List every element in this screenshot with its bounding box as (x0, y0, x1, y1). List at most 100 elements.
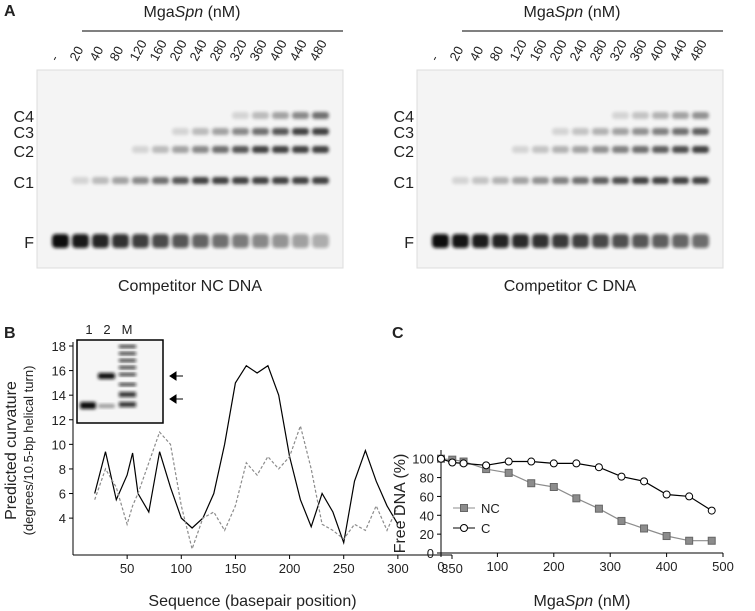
lane-label: 20 (66, 44, 86, 64)
band (552, 128, 569, 135)
marker (504, 457, 513, 466)
x-tick-label: 100 (487, 559, 509, 574)
x-tick-label: 400 (656, 559, 678, 574)
gel-caption: Competitor NC DNA (118, 278, 262, 295)
band (632, 146, 649, 153)
lane-label: 320 (606, 37, 629, 63)
band (212, 146, 229, 153)
band (112, 177, 129, 184)
lane-label: 400 (266, 37, 289, 63)
lane-label: 280 (206, 37, 229, 63)
band (552, 234, 569, 248)
band (212, 128, 229, 135)
band (552, 177, 569, 184)
band (612, 128, 629, 135)
marker (459, 459, 468, 468)
band (572, 234, 589, 248)
band (232, 146, 249, 153)
band (232, 177, 249, 184)
band (272, 128, 289, 135)
x-axis-label-part: (nM) (593, 593, 630, 610)
marker (527, 457, 536, 466)
x-tick-label: 0 (437, 559, 444, 574)
band (592, 146, 609, 153)
gel-caption: Competitor C DNA (504, 278, 637, 295)
band (612, 177, 629, 184)
band (92, 177, 109, 184)
y-tick-label: 14 (52, 388, 66, 403)
band (119, 352, 136, 355)
band (652, 146, 669, 153)
x-tick-label: 350 (441, 561, 463, 576)
band (252, 177, 269, 184)
band (252, 234, 269, 248)
marker (572, 494, 581, 503)
panel-label: A (4, 3, 16, 20)
y-tick-label: 40 (420, 508, 434, 523)
band (192, 177, 209, 184)
marker (482, 461, 491, 470)
lane-label: 480 (306, 37, 329, 63)
band (119, 359, 136, 362)
marker (707, 536, 716, 545)
series-line (94, 423, 399, 551)
band (312, 177, 329, 184)
band (592, 177, 609, 184)
band (532, 234, 549, 248)
band (192, 146, 209, 153)
marker (685, 492, 694, 501)
inset-lane-label: 1 (85, 322, 92, 337)
band (612, 146, 629, 153)
x-axis-label-part: Spn (565, 593, 594, 610)
band (692, 234, 709, 248)
x-tick-label: 200 (543, 559, 565, 574)
lane-label: 320 (226, 37, 249, 63)
lane-label: 120 (506, 37, 529, 63)
marker (594, 463, 603, 472)
marker (617, 472, 626, 481)
band (692, 146, 709, 153)
inset-lane-label: M (122, 322, 133, 337)
band (512, 146, 529, 153)
lane-label: 360 (626, 37, 649, 63)
lane-label: 240 (186, 37, 209, 63)
y-tick-label: 12 (52, 413, 66, 428)
lane-label: 280 (586, 37, 609, 63)
lane-label: 120 (126, 37, 149, 63)
gel-title-part: (nM) (583, 4, 620, 21)
marker (662, 490, 671, 499)
band (692, 112, 709, 119)
marker (594, 504, 603, 513)
lane-label: 40 (86, 44, 106, 64)
x-tick-label: 500 (712, 559, 734, 574)
band (119, 373, 136, 376)
lane-label: 240 (566, 37, 589, 63)
x-tick-label: 50 (120, 561, 134, 576)
marker (640, 524, 649, 533)
lane-label: - (46, 53, 61, 64)
band (592, 128, 609, 135)
band (172, 234, 189, 248)
band (172, 128, 189, 135)
gel (36, 69, 344, 269)
lane-label: 200 (546, 37, 569, 63)
band (132, 177, 149, 184)
band-label: C2 (394, 144, 415, 161)
band (212, 177, 229, 184)
lane-label: 80 (106, 44, 126, 64)
gel-title-part: Mga (524, 4, 555, 21)
band (572, 146, 589, 153)
y-tick-label: 80 (420, 471, 434, 486)
band-label: C4 (14, 109, 35, 126)
band-label: C3 (394, 125, 415, 142)
band (152, 177, 169, 184)
gel (416, 69, 724, 269)
x-axis-label: MgaSpn (nM) (534, 593, 631, 610)
lane-label: 160 (526, 37, 549, 63)
x-tick-label: 300 (599, 559, 621, 574)
y-tick-label: 4 (59, 511, 66, 526)
band (192, 234, 209, 248)
marker (527, 479, 536, 488)
band (72, 177, 89, 184)
band (132, 146, 149, 153)
